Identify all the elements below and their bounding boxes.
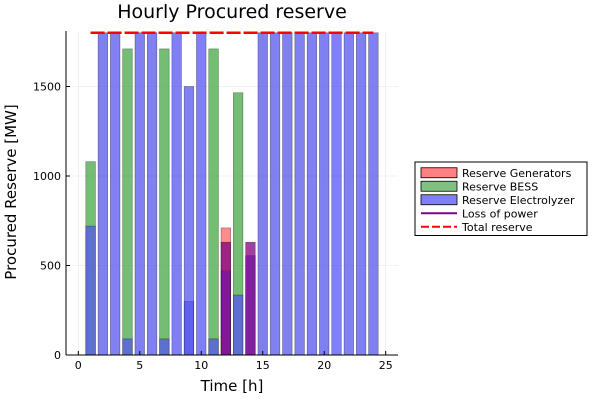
legend-swatch-reserve-electrolyzer bbox=[420, 194, 458, 206]
bar-reserve-electrolyzer-15 bbox=[257, 32, 268, 356]
legend-label-reserve-generators: Reserve Generators bbox=[462, 167, 572, 180]
bar-reserve-electrolyzer-2 bbox=[97, 32, 108, 356]
bar-reserve-electrolyzer-5 bbox=[134, 32, 145, 356]
legend-swatch-reserve-generators bbox=[420, 167, 458, 179]
bar-reserve-electrolyzer-24 bbox=[368, 32, 379, 356]
bar-reserve-bess-4 bbox=[122, 48, 133, 356]
x-tick-label: 5 bbox=[136, 359, 143, 372]
bar-loss-of-power-12 bbox=[220, 241, 231, 356]
y-tick-label: 500 bbox=[40, 259, 61, 272]
bar-reserve-electrolyzer-3 bbox=[110, 32, 121, 356]
x-tick-label: 0 bbox=[75, 359, 82, 372]
bar-reserve-electrolyzer-22 bbox=[343, 32, 354, 356]
bar-reserve-electrolyzer-23 bbox=[356, 32, 367, 356]
y-tick-label: 0 bbox=[54, 349, 61, 362]
bar-reserve-electrolyzer-19 bbox=[306, 32, 318, 356]
bar-reserve-electrolyzer-4 bbox=[122, 338, 133, 356]
legend-label-reserve-bess: Reserve BESS bbox=[462, 180, 538, 193]
bar-reserve-bess-11 bbox=[208, 48, 219, 356]
bar-loss-of-power-14 bbox=[245, 241, 256, 356]
bar-reserve-bess-7 bbox=[159, 48, 170, 356]
x-tick-label: 20 bbox=[317, 359, 331, 372]
bar-reserve-electrolyzer-21 bbox=[331, 32, 342, 356]
bar-reserve-electrolyzer-13 bbox=[233, 294, 244, 356]
bar-reserve-electrolyzer-8 bbox=[171, 32, 182, 356]
bar-reserve-electrolyzer-6 bbox=[146, 32, 158, 356]
bar-reserve-electrolyzer-10 bbox=[196, 32, 207, 356]
legend-label-total-reserve: Total reserve bbox=[461, 221, 533, 234]
legend-swatch-reserve-bess bbox=[420, 180, 458, 192]
y-axis-title: Procured Reserve [MW] bbox=[2, 104, 20, 279]
chart-title: Hourly Procured reserve bbox=[117, 1, 347, 23]
bar-reserve-electrolyzer-17 bbox=[282, 32, 293, 356]
bar-reserve-electrolyzer-20 bbox=[319, 32, 330, 356]
bar-reserve-electrolyzer-18 bbox=[294, 32, 305, 356]
bar-reserve-electrolyzer-11 bbox=[208, 338, 219, 356]
x-tick-label: 10 bbox=[194, 359, 208, 372]
plot-area: 0 5 10 15 20 25 0 500 1000 1500 bbox=[33, 31, 398, 372]
y-tick-label: 1000 bbox=[33, 170, 61, 183]
x-tick-label: 25 bbox=[379, 359, 393, 372]
y-tick-label: 1500 bbox=[33, 80, 61, 93]
x-tick-label: 15 bbox=[256, 359, 270, 372]
bar-reserve-electrolyzer-9-extra bbox=[183, 86, 195, 356]
legend-label-loss-of-power: Loss of power bbox=[462, 207, 538, 220]
bar-reserve-electrolyzer-7 bbox=[159, 338, 170, 356]
bar-reserve-electrolyzer-1 bbox=[85, 225, 96, 356]
legend-label-reserve-electrolyzer: Reserve Electrolyzer bbox=[462, 194, 575, 207]
x-axis-title: Time [h] bbox=[200, 377, 264, 395]
bar-reserve-electrolyzer-16 bbox=[269, 32, 281, 356]
